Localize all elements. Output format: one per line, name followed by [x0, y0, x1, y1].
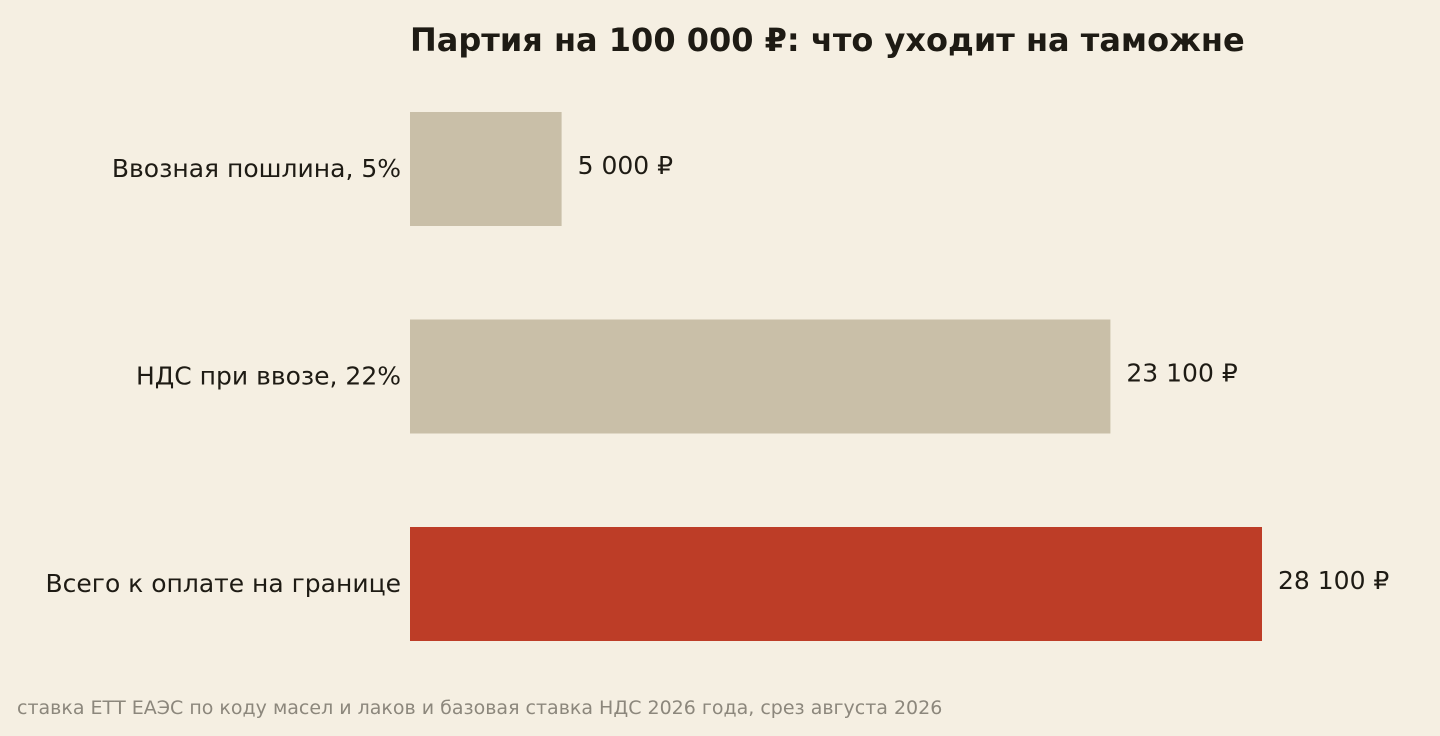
value-label: 5 000 ₽ — [578, 151, 674, 180]
category-label: НДС при ввозе, 22% — [136, 362, 401, 391]
bar — [410, 112, 562, 226]
category-label: Ввозная пошлина, 5% — [112, 154, 401, 183]
footnote: ставка ЕТТ ЕАЭС по коду масел и лаков и … — [17, 697, 943, 719]
bar — [410, 319, 1111, 434]
bar — [410, 527, 1262, 641]
value-label: 28 100 ₽ — [1278, 566, 1389, 595]
value-label: 23 100 ₽ — [1126, 359, 1237, 388]
category-label: Всего к оплате на границе — [46, 569, 401, 598]
chart-title: Партия на 100 000 ₽: что уходит на тамож… — [410, 21, 1245, 59]
